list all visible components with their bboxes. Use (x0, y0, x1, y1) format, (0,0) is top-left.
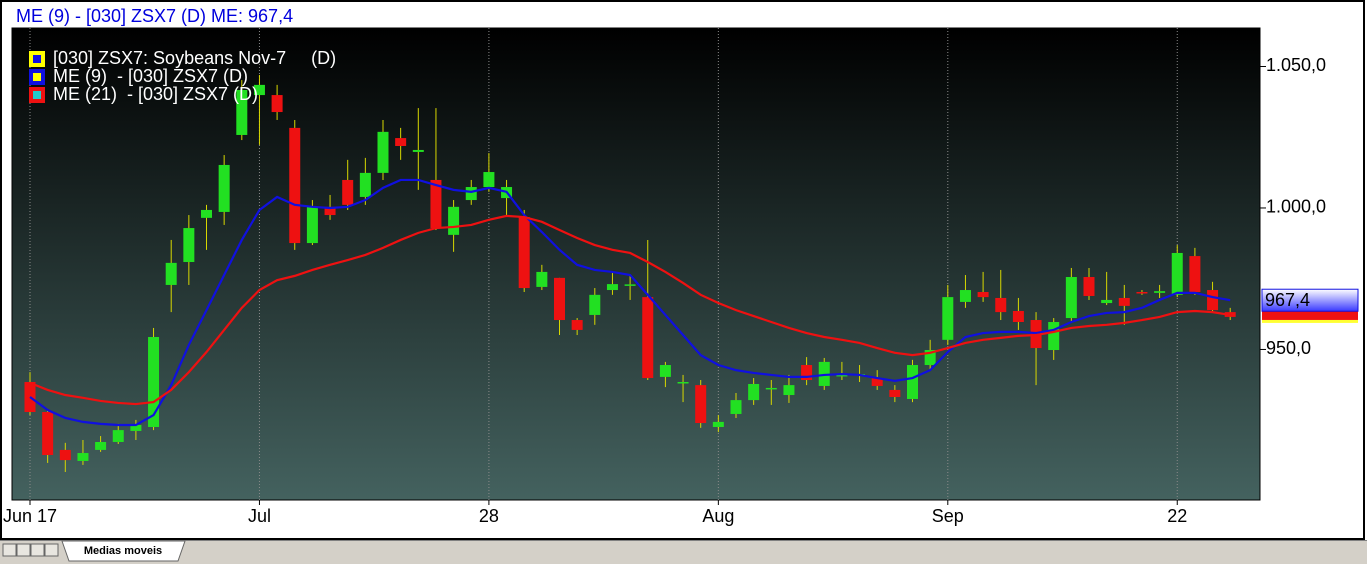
legend: [030] ZSX7: Soybeans Nov-7 (D)ME (9) - [… (29, 48, 336, 104)
candle-body (95, 441, 107, 450)
candle-body (677, 382, 689, 384)
candle-body (42, 411, 54, 456)
candle-body (624, 284, 636, 286)
x-tick-label: Sep (932, 506, 964, 526)
candle-body (942, 297, 954, 340)
candle-body (871, 378, 883, 386)
candle-body (1136, 292, 1148, 294)
x-tick-label: Jul (248, 506, 271, 526)
candle-body (1048, 322, 1060, 351)
candle-body (271, 95, 283, 113)
legend-swatch-inner (33, 55, 41, 63)
candle-body (1154, 291, 1166, 293)
x-tick-label: Jun 17 (3, 506, 57, 526)
candle-body (907, 365, 918, 399)
candle-body (977, 292, 989, 298)
nav-button[interactable] (30, 543, 45, 557)
candle-body (395, 138, 407, 146)
legend-label: ME (21) - [030] ZSX7 (D) (53, 84, 258, 104)
tab-bar (0, 540, 1367, 564)
candle-body (59, 449, 71, 461)
candle-body (801, 365, 813, 381)
candle-body (712, 421, 724, 427)
nav-button[interactable] (2, 543, 17, 557)
axis: 950,0 1.000,0 1.050,0 Jun 17 Jul 28 Aug Sep 22 96… (3, 55, 1359, 526)
candle-body (1012, 310, 1024, 323)
candle-body (836, 374, 848, 377)
nav-button[interactable] (44, 543, 59, 557)
candle-body (448, 206, 460, 235)
candle-body (342, 179, 354, 205)
x-tick-label: Aug (702, 506, 734, 526)
x-tick-label: 28 (479, 506, 499, 526)
candle-body (659, 365, 671, 377)
tab-nav[interactable] (2, 543, 59, 557)
marks (24, 74, 1236, 472)
candle-body (571, 320, 583, 330)
header-title: ME (9) - [030] ZSX7 (D) ME: 967,4 (16, 6, 293, 26)
legend-label: ME (9) - [030] ZSX7 (D) (53, 66, 248, 86)
candle-body (1118, 297, 1130, 306)
candle-body (183, 228, 195, 263)
legend-swatch-inner (33, 73, 41, 81)
candle-body (483, 172, 495, 188)
candle-body (959, 290, 971, 302)
candle-body (112, 430, 124, 442)
candle-body (783, 385, 795, 396)
candle-body (253, 84, 265, 96)
candle-body (518, 217, 530, 289)
candle-body (1189, 256, 1201, 293)
x-tick-label: 22 (1167, 506, 1187, 526)
candle-body (201, 209, 212, 218)
candle-body (1065, 277, 1077, 319)
candle-body (554, 277, 565, 321)
candle-body (130, 425, 142, 431)
candle-body (589, 294, 601, 315)
candle-body (430, 179, 442, 229)
candle-body (536, 271, 548, 287)
candle-body (889, 389, 901, 397)
legend-label: [030] ZSX7: Soybeans Nov-7 (D) (53, 48, 336, 68)
tab-label[interactable]: Medias moveis (84, 545, 162, 557)
y-tick-label: 1.050,0 (1266, 55, 1326, 75)
candle-body (1207, 290, 1219, 311)
candle-body (1083, 277, 1095, 296)
candle-body (359, 172, 371, 197)
candle-body (695, 385, 707, 424)
candle-body (236, 89, 248, 135)
ma-line (29, 214, 1231, 406)
candle-body (218, 164, 230, 212)
candle-body (995, 297, 1007, 313)
candle-body (1171, 252, 1183, 295)
candle-body (377, 131, 389, 173)
last-value-box (1262, 309, 1358, 320)
value-tag-label: 967,4 (1265, 290, 1310, 310)
candle-body (165, 262, 177, 285)
y-tick-label: 950,0 (1266, 338, 1311, 358)
candle-body (24, 382, 36, 412)
legend-swatch-inner (33, 91, 41, 99)
ma-line (29, 178, 1231, 427)
candle-body (748, 383, 760, 401)
y-tick-label: 1.000,0 (1266, 197, 1326, 217)
candle-body (324, 206, 336, 216)
value-tag (1261, 288, 1359, 312)
candle-body (77, 453, 89, 461)
candle-body (412, 149, 424, 152)
candle-body (306, 206, 318, 244)
nav-button[interactable] (16, 543, 31, 557)
candle-body (1101, 299, 1113, 304)
candle-body (289, 127, 301, 244)
candle-body (730, 400, 742, 414)
candle-body (148, 337, 160, 427)
candle-body (924, 350, 936, 366)
plot-area (11, 27, 1261, 501)
candle-body (465, 187, 477, 201)
tab[interactable] (61, 540, 186, 562)
candle-body (606, 284, 618, 291)
candle-body (765, 387, 777, 390)
candle-body (642, 297, 654, 379)
